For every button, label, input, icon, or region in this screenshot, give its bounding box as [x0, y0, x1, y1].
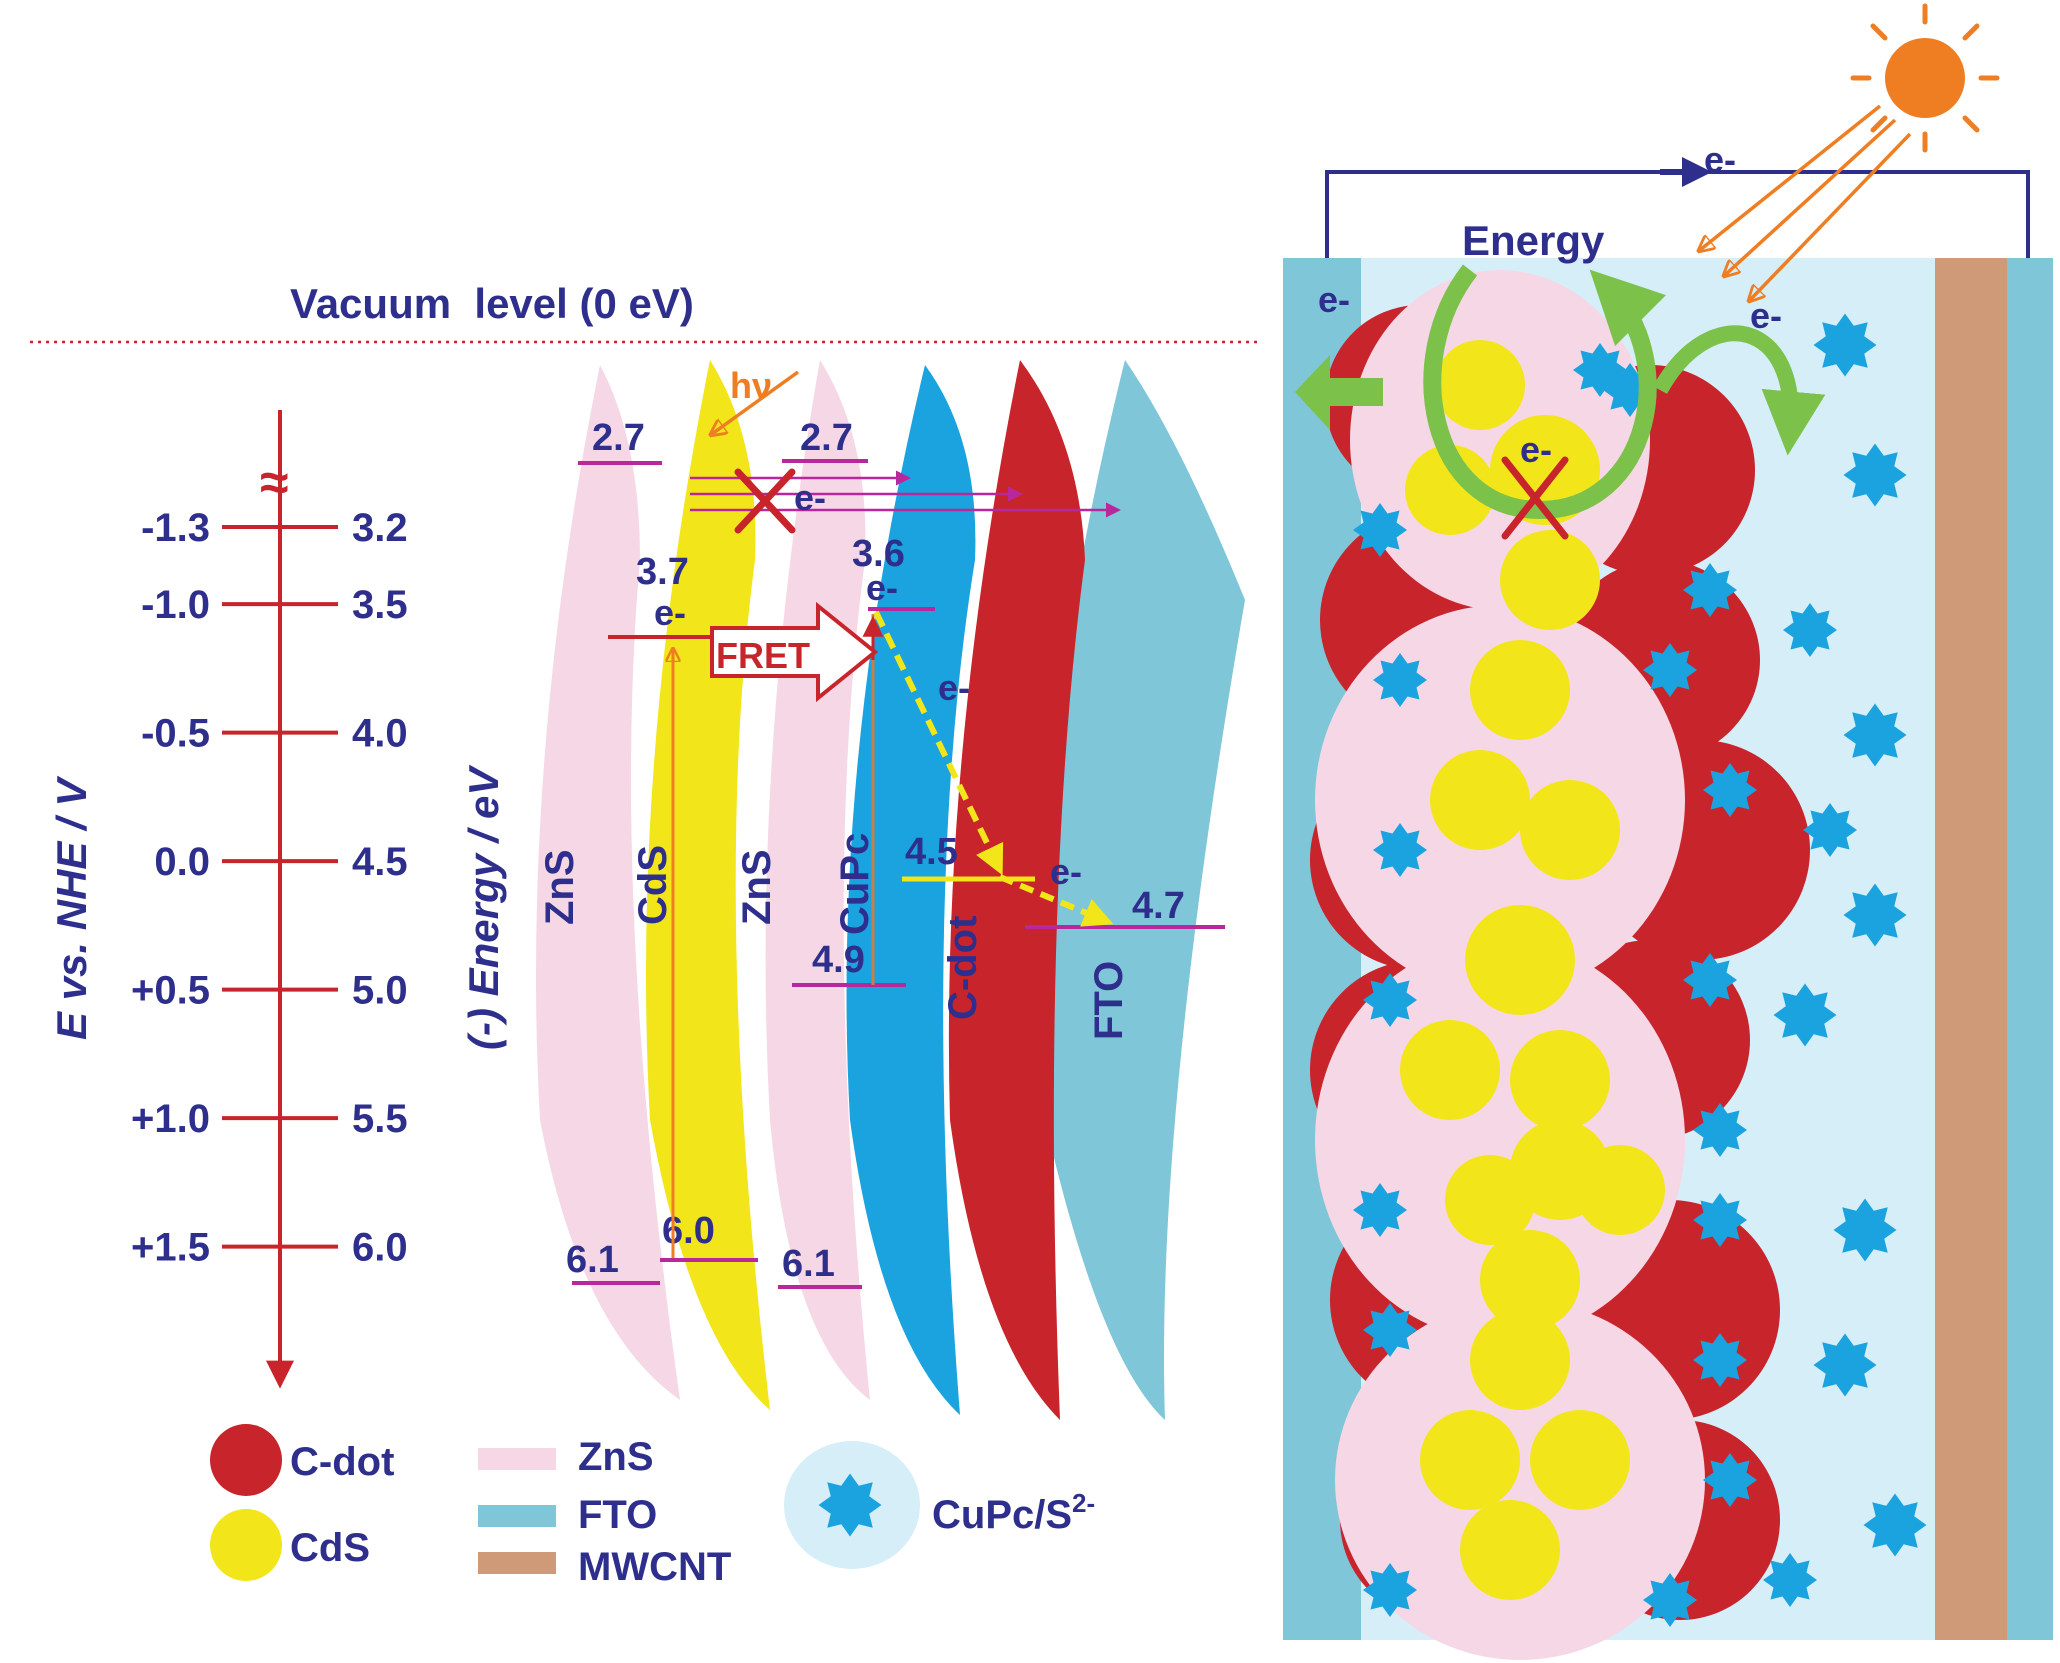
- energy-axis: ≈ -1.3 3.2 -1.0 3.5 -0.5 4.0 0.0 4.5 +0.5 5.0 +1.0…: [48, 410, 507, 1389]
- electron-extraction-arrow: [1295, 355, 1383, 430]
- band-fto: [1040, 360, 1245, 1420]
- band-zns-left: [536, 365, 680, 1400]
- photon-arrow: [712, 370, 800, 434]
- legend-zns-label: ZnS: [578, 1435, 654, 1479]
- electron-label-cds: e-: [654, 592, 686, 633]
- level-fto: 4.7: [1132, 885, 1185, 927]
- legend-cdot-label: C-dot: [290, 1440, 394, 1484]
- axis-tick-label-nhe: +0.5: [131, 969, 210, 1013]
- electron-label-center: e-: [1520, 429, 1552, 470]
- legend-cds-swatch: [210, 1509, 282, 1581]
- legend-fto-label: FTO: [578, 1493, 657, 1537]
- band-label-zns-right: ZnS: [735, 849, 779, 925]
- legend-zns-swatch: [478, 1448, 556, 1470]
- axis-tick-label-nhe: -1.0: [141, 583, 210, 627]
- photon-label: hν: [730, 365, 772, 406]
- legend-cupc-burst-icon: [818, 1473, 882, 1537]
- axis-title-nhe: E vs. NHE / V: [48, 776, 95, 1040]
- light-rays: [1700, 104, 1912, 300]
- axis-tick-label-nhe: +1.0: [131, 1097, 210, 1141]
- mwcnt-layer: [1935, 258, 2007, 1640]
- level-cds-vb: 6.0: [662, 1210, 715, 1252]
- axis-tick-label-nhe: 0.0: [154, 840, 210, 884]
- level-cupc-homo: 4.9: [812, 939, 865, 981]
- legend-mwcnt-label: MWCNT: [578, 1545, 731, 1589]
- energy-levels: [572, 459, 1225, 1289]
- energy-label: Energy: [1462, 217, 1605, 264]
- electron-label-fto: e-: [1050, 851, 1082, 892]
- axis-tick-label-energy: 3.2: [352, 506, 408, 550]
- blocked-cross-icon-device: [1501, 456, 1569, 540]
- cds-particles: [1400, 340, 1665, 1600]
- level-zns-cb-right: 2.7: [800, 417, 853, 459]
- band-zns-right: [765, 360, 870, 1400]
- fto-left-layer: [1283, 258, 1361, 1640]
- level-zns-vb-left: 6.1: [566, 1239, 619, 1281]
- vacuum-level-label: Vacuum level (0 eV): [290, 280, 694, 327]
- electron-label-cupc: e-: [866, 567, 898, 608]
- electron-label-circuit: e-: [1704, 139, 1736, 180]
- electron-label-transfer: e-: [938, 667, 970, 708]
- level-zns-vb-right: 6.1: [782, 1243, 835, 1285]
- band-label-zns-left: ZnS: [538, 849, 582, 925]
- band-label-fto: FTO: [1087, 961, 1131, 1040]
- legend-cupc-label: CuPc/S2-: [932, 1488, 1095, 1537]
- axis-tick-label-energy: 3.5: [352, 583, 408, 627]
- electron-label-blocked: e-: [794, 477, 826, 518]
- sun-icon: [1850, 3, 2000, 153]
- fret-label: FRET: [716, 635, 810, 676]
- axis-tick-label-nhe: -0.5: [141, 712, 210, 756]
- axis-tick-label-energy: 6.0: [352, 1226, 408, 1270]
- fret-arrow: [710, 601, 879, 703]
- level-cdot: 4.5: [905, 831, 958, 873]
- electron-label-right: e-: [1750, 295, 1782, 336]
- axis-tick-label-energy: 5.5: [352, 1097, 408, 1141]
- axis-break-mark: ≈: [260, 454, 289, 512]
- legend-mwcnt-swatch: [478, 1552, 556, 1574]
- fto-right-layer: [2007, 258, 2053, 1640]
- axis-tick-label-energy: 4.5: [352, 840, 408, 884]
- device-schematic: e- Energy e- e- e-: [1283, 3, 2053, 1660]
- level-cds-cb: 3.7: [636, 551, 689, 593]
- axis-tick-label-nhe: -1.3: [141, 506, 210, 550]
- level-cupc-lumo: 3.6: [852, 533, 905, 575]
- legend-cdot-swatch: [210, 1424, 282, 1496]
- band-cdot: [948, 360, 1085, 1420]
- band-label-cdot: C-dot: [941, 916, 985, 1020]
- band-label-cupc: CuPc: [833, 833, 877, 935]
- axis-tick-label-nhe: +1.5: [131, 1226, 210, 1270]
- legend-fto-swatch: [478, 1505, 556, 1527]
- external-circuit-wire: [1325, 170, 2030, 258]
- level-zns-cb-left: 2.7: [592, 417, 645, 459]
- axis-tick-label-energy: 4.0: [352, 712, 408, 756]
- band-shapes: [536, 360, 1245, 1420]
- legend: C-dot CdS ZnS FTO MWCNT CuPc/S2-: [210, 1424, 1095, 1589]
- axis-tick-label-energy: 5.0: [352, 969, 408, 1013]
- legend-cds-label: CdS: [290, 1526, 370, 1570]
- transfer-arrow-cdot-fto: [998, 874, 1114, 927]
- band-cds: [646, 360, 770, 1410]
- electron-label-fto-left: e-: [1318, 279, 1350, 320]
- axis-title-energy: (-) Energy / eV: [460, 765, 507, 1050]
- energy-cycle-arrow: [1423, 264, 1666, 520]
- blocked-cross-icon: [734, 468, 796, 534]
- band-label-cds: CdS: [631, 845, 675, 925]
- energy-transfer-arrow: [1653, 325, 1826, 456]
